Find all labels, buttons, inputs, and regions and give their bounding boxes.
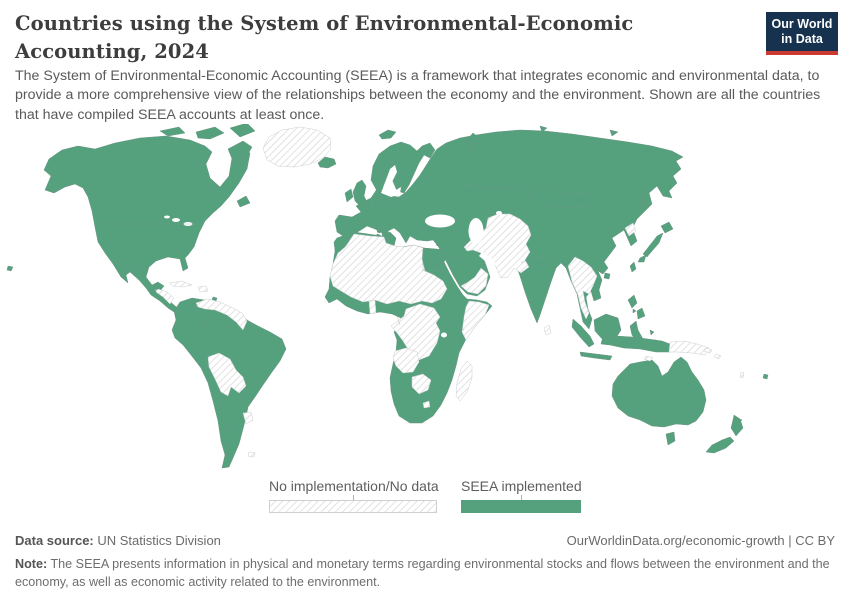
owid-url-link[interactable]: OurWorldinData.org/economic-growth xyxy=(566,533,785,548)
chart-header: Countries using the System of Environmen… xyxy=(15,10,735,67)
region-north-america xyxy=(43,135,251,315)
legend-swatch-hatched xyxy=(269,500,437,513)
lake-victoria xyxy=(441,332,447,338)
citation: OurWorldinData.org/economic-growth | CC … xyxy=(567,533,835,548)
baltic-sea xyxy=(381,165,401,197)
black-sea xyxy=(425,214,455,228)
region-hainan xyxy=(603,272,611,280)
world-map[interactable] xyxy=(0,122,850,476)
region-greenland xyxy=(262,126,332,168)
region-sahara-sahel xyxy=(329,233,448,305)
region-philippines xyxy=(627,294,646,320)
citation-separator: | xyxy=(788,533,792,548)
region-pacific-green-islands xyxy=(6,265,769,424)
chart-note: Note: The SEEA presents information in p… xyxy=(15,556,839,591)
country-borders xyxy=(94,148,637,463)
persian-gulf xyxy=(479,252,496,267)
region-hispaniola xyxy=(197,285,209,293)
data-source-value: UN Statistics Division xyxy=(97,533,221,548)
page-title: Countries using the System of Environmen… xyxy=(15,12,634,64)
region-taiwan xyxy=(629,261,637,273)
region-sri-lanka xyxy=(543,324,552,336)
chart-subtitle: The System of Environmental-Economic Acc… xyxy=(15,68,821,123)
caspian-sea xyxy=(468,218,484,244)
legend-item-no-data[interactable]: No implementation/No data xyxy=(269,478,439,513)
region-yemen-oman xyxy=(460,267,489,295)
legend-label-implemented: SEEA implemented xyxy=(461,478,582,494)
note-label: Note: xyxy=(15,557,48,571)
legend-tick xyxy=(520,495,522,500)
region-australia xyxy=(611,356,707,446)
region-bolivia-paraguay xyxy=(207,352,247,397)
region-botswana xyxy=(411,373,432,395)
license-link[interactable]: CC BY xyxy=(795,533,835,548)
region-sakhalin xyxy=(638,190,647,215)
owid-logo-line1: Our World xyxy=(771,16,833,31)
legend-label-no-data: No implementation/No data xyxy=(269,478,439,494)
region-arctic-russia-islands xyxy=(378,125,619,153)
data-source-label: Data source: xyxy=(15,533,94,548)
legend-tick xyxy=(352,495,354,500)
region-north-korea xyxy=(624,222,637,237)
region-japan xyxy=(637,221,674,263)
region-papua-new-guinea xyxy=(668,340,710,356)
region-togo-benin xyxy=(368,299,377,315)
region-cuba xyxy=(169,280,193,288)
region-uruguay xyxy=(242,411,254,425)
region-arctic-islands xyxy=(159,122,256,162)
legend-item-implemented[interactable]: SEEA implemented xyxy=(461,478,582,513)
great-lake-1 xyxy=(172,218,180,222)
map-legend: No implementation/No data SEEA implement… xyxy=(0,478,850,513)
region-myanmar-thailand-laos xyxy=(567,256,598,320)
region-newfoundland xyxy=(236,195,251,208)
region-pacific-hatched-islands xyxy=(643,347,745,379)
region-madagascar xyxy=(455,360,473,402)
data-source: Data source: UN Statistics Division xyxy=(15,533,221,548)
great-lake-3 xyxy=(164,215,170,219)
owid-logo[interactable]: Our World in Data xyxy=(766,12,838,55)
region-venezuela-guyanas xyxy=(195,298,248,331)
region-angola xyxy=(392,347,420,374)
region-iceland xyxy=(317,156,337,169)
region-united-kingdom xyxy=(352,179,368,208)
aral-sea xyxy=(496,211,502,215)
legend-swatch-green xyxy=(461,500,581,513)
region-honduras-nicaragua xyxy=(155,288,175,305)
region-lesotho xyxy=(422,400,431,409)
region-falklands xyxy=(247,451,256,458)
inland-seas xyxy=(164,165,502,338)
chart-footer: Data source: UN Statistics Division OurW… xyxy=(15,533,835,548)
note-text: The SEEA presents information in physica… xyxy=(15,557,830,589)
owid-logo-line2: in Data xyxy=(781,31,823,46)
region-somalia xyxy=(461,300,490,341)
region-central-africa xyxy=(390,303,441,361)
region-ireland xyxy=(344,188,354,203)
region-new-guinea-west xyxy=(600,335,671,353)
no-data-regions[interactable] xyxy=(155,126,745,458)
world-map-svg[interactable] xyxy=(0,122,850,476)
